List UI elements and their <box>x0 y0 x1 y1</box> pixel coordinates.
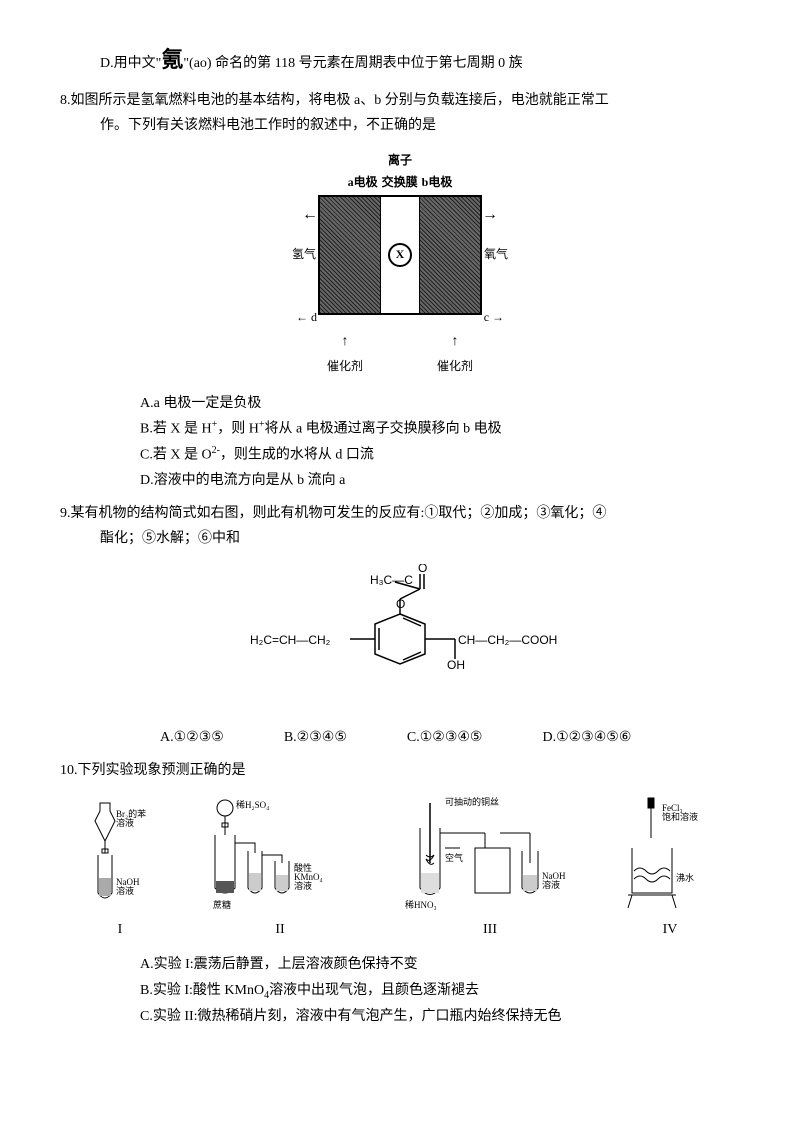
q10-figure-row: Br₂的苯 溶液 NaOH 溶液 I <box>60 793 740 942</box>
exp4-fecl3-2: 饱和溶液 <box>662 811 698 822</box>
q9-opt-c: C.①②③④⑤ <box>407 725 483 750</box>
org-acetyl-o1: O <box>418 564 427 575</box>
exp-4: FeCl₃ 饱和溶液 沸水 IV <box>620 793 720 942</box>
exp2-number: II <box>275 917 284 942</box>
exp3-number: III <box>483 917 497 942</box>
org-acetyl-o2: O <box>396 597 405 611</box>
fc-catalyst-right: 催化剂 <box>437 356 473 378</box>
fc-oxygen-label: 氧气 <box>482 244 510 266</box>
q8-stem-line1: 8.如图所示是氢氧燃料电池的基本结构，将电极 a、b 分别与负载连接后，电池就能… <box>60 88 740 113</box>
exp-2: 稀H₂SO₄ 蔗糖 酸性 KMnO₄ 溶液 II <box>200 793 360 942</box>
q10-stem: 10.下列实验现象预测正确的是 <box>60 758 740 783</box>
q10b-post: 溶液中出现气泡，且颜色逐渐褪去 <box>269 983 479 998</box>
q8b-mid: ，则 H <box>217 422 259 437</box>
fc-hydrogen-label: 氢气 <box>290 244 318 266</box>
q8-stem-line2: 作。下列有关该燃料电池工作时的叙述中，不正确的是 <box>60 113 740 138</box>
fc-ion-label: 离子 <box>290 150 510 172</box>
fc-a-electrode-label: a电极 <box>348 172 378 194</box>
q9-opt-d: D.①②③④⑤⑥ <box>542 725 631 750</box>
q8-opt-d: D.溶液中的电流方向是从 b 流向 a <box>60 468 740 493</box>
q8c-sup: 2- <box>212 445 220 456</box>
q8-opt-a: A.a 电极一定是负极 <box>60 391 740 416</box>
q7d-suffix: "(ao) 命名的第 118 号元素在周期表中位于第七周期 0 族 <box>183 56 522 71</box>
q7d-prefix: D.用中文" <box>100 56 161 71</box>
exp1-naoh2: 溶液 <box>116 885 134 896</box>
fc-electrode-a <box>320 197 380 313</box>
q10-opt-c: C.实验 II:微热稀硝片刻，溶液中有气泡产生，广口瓶内始终保持无色 <box>60 1004 740 1029</box>
q8c-post: ，则生成的水将从 d 口流 <box>220 448 374 463</box>
exp-1: Br₂的苯 溶液 NaOH 溶液 I <box>80 793 160 942</box>
exp2-kmno4-3: 溶液 <box>294 880 312 891</box>
q9-stem-line2: 酯化；⑤水解；⑥中和 <box>60 526 740 551</box>
fc-catalyst-left: 催化剂 <box>327 356 363 378</box>
org-acetyl: H₃C—C <box>370 573 413 587</box>
exp3-cu: 可抽动的铜丝 <box>445 796 499 807</box>
q8-opt-b: B.若 X 是 H+，则 H+将从 a 电极通过离子交换膜移向 b 电极 <box>60 416 740 442</box>
exp4-number: IV <box>663 917 678 942</box>
exp4-water: 沸水 <box>676 872 694 883</box>
q9-opt-a: A.①②③⑤ <box>160 725 224 750</box>
exp3-air: 空气 <box>445 852 463 863</box>
up-arrow-1: ↑ <box>341 329 348 354</box>
exp1-br-label2: 溶液 <box>116 817 134 828</box>
q10b-pre: B.实验 I:酸性 KMnO <box>140 983 264 998</box>
q9-opt-b: B.②③④⑤ <box>284 725 347 750</box>
fc-cell-body: X <box>318 195 482 315</box>
q8-figure: 离子 a电极 交换膜 b电极 氢气 X 氧气 ← d c → ↑↑ 催化剂 催化… <box>60 150 740 379</box>
q7-option-d: D.用中文"氪"(ao) 命名的第 118 号元素在周期表中位于第七周期 0 族 <box>60 40 740 80</box>
q9-stem-line1: 9.某有机物的结构简式如右图，则此有机物可发生的反应有:①取代；②加成；③氧化；… <box>60 501 740 526</box>
q9-figure: H₂C=CH—CH₂ H₃C—C O O CH—CH₂—COOH OH <box>60 564 740 713</box>
q10-opt-b: B.实验 I:酸性 KMnO4溶液中出现气泡，且颜色逐渐褪去 <box>60 978 740 1005</box>
org-right-chain: CH—CH₂—COOH <box>458 633 557 647</box>
q8-stem: 8.如图所示是氢氧燃料电池的基本结构，将电极 a、b 分别与负载连接后，电池就能… <box>60 88 740 138</box>
exp1-number: I <box>118 917 123 942</box>
fc-x-circle: X <box>388 243 412 267</box>
fc-membrane: X <box>380 197 420 313</box>
exp3-hno3: 稀HNO₃ <box>405 899 437 910</box>
q9-stem: 9.某有机物的结构简式如右图，则此有机物可发生的反应有:①取代；②加成；③氧化；… <box>60 501 740 551</box>
q8b-post: 将从 a 电极通过离子交换膜移向 b 电极 <box>264 422 501 437</box>
org-left-chain: H₂C=CH—CH₂ <box>250 633 331 647</box>
q8c-pre: C.若 X 是 O <box>140 448 212 463</box>
up-arrow-2: ↑ <box>452 329 459 354</box>
q8-opt-c: C.若 X 是 O2-，则生成的水将从 d 口流 <box>60 442 740 468</box>
q10-opt-a: A.实验 I:震荡后静置，上层溶液颜色保持不变 <box>60 952 740 977</box>
q9-options: A.①②③⑤ B.②③④⑤ C.①②③④⑤ D.①②③④⑤⑥ <box>60 725 740 750</box>
org-oh: OH <box>447 658 465 672</box>
fc-electrode-b <box>420 197 480 313</box>
exp3-naoh2: 溶液 <box>542 879 560 890</box>
exp2-sugar: 蔗糖 <box>213 899 231 910</box>
q8b-pre: B.若 X 是 H <box>140 422 212 437</box>
exp2-h2so4: 稀H₂SO₄ <box>236 799 269 810</box>
exp-3: 可抽动的铜丝 空气 稀HNO₃ NaOH 溶液 III <box>400 793 580 942</box>
fc-b-electrode-label: b电极 <box>422 172 453 194</box>
q7d-char: 氪 <box>161 47 183 72</box>
fc-membrane-label: 交换膜 <box>382 172 418 194</box>
